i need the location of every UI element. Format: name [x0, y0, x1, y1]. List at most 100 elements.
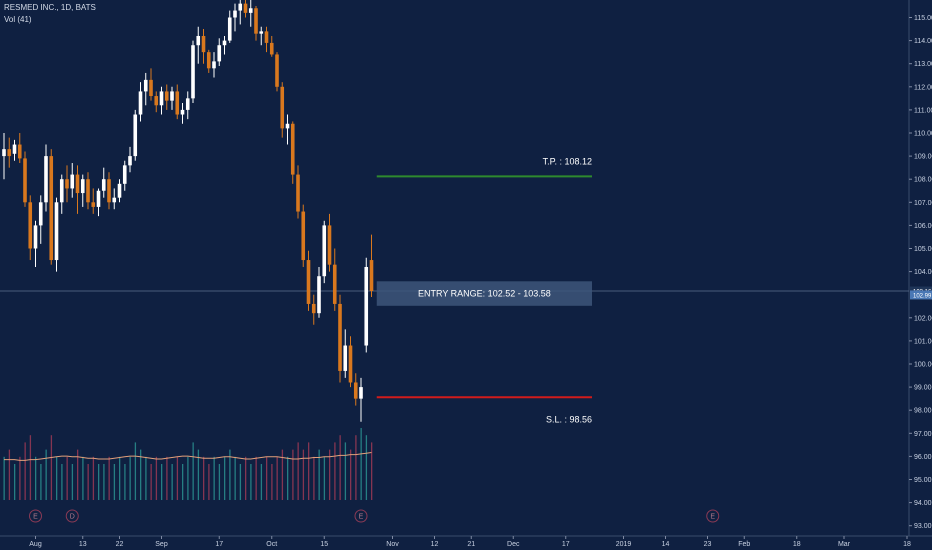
candle-body — [317, 276, 321, 314]
volume-bar — [213, 456, 215, 500]
volume-bar — [45, 449, 47, 500]
volume-bar — [50, 435, 53, 500]
candle-body — [75, 174, 80, 194]
y-tick-label: 100.00 — [914, 362, 932, 369]
volume-bar — [8, 449, 11, 500]
candle-body — [327, 225, 332, 265]
x-tick-label: Nov — [386, 541, 399, 548]
y-tick-label: 105.00 — [914, 246, 932, 253]
candle-body — [122, 165, 127, 184]
candle-body — [217, 45, 222, 62]
candle-body — [49, 156, 54, 261]
volume-bar — [171, 464, 173, 500]
candle-body — [149, 79, 153, 97]
candle-body — [96, 190, 101, 207]
candle-body — [212, 61, 216, 69]
candle-body — [80, 179, 85, 194]
candle-body — [359, 387, 363, 399]
event-marker-label: E — [359, 514, 364, 521]
volume-bar — [103, 464, 105, 500]
volume-bar — [218, 464, 221, 500]
volume-bar — [24, 442, 26, 500]
volume-bar — [250, 464, 252, 500]
volume-bar — [35, 456, 37, 500]
volume-bar — [77, 449, 79, 500]
candle-body — [23, 158, 27, 203]
candle-body — [117, 183, 122, 198]
candle-body — [17, 144, 22, 159]
volume-bar — [313, 456, 315, 500]
candle-body — [175, 91, 180, 115]
volume-bar — [371, 442, 373, 500]
candle-body — [201, 35, 206, 53]
x-tick-label: 14 — [662, 541, 670, 548]
candle-body — [296, 174, 300, 212]
y-tick-label: 107.00 — [914, 200, 932, 207]
candle-body — [364, 266, 369, 346]
candle-body — [70, 174, 75, 189]
volume-bar — [140, 449, 142, 500]
candle-body — [369, 260, 374, 292]
volume-bar — [155, 456, 158, 500]
volume-bar — [40, 464, 42, 500]
candle-body — [332, 264, 337, 304]
candle-body — [170, 91, 174, 101]
candle-body — [7, 149, 12, 157]
candle-body — [54, 202, 59, 261]
candle-body — [338, 303, 342, 371]
volume-bar — [255, 456, 257, 500]
volume-bar — [192, 442, 194, 500]
y-tick-label: 115.00 — [914, 15, 932, 22]
volume-bar — [334, 442, 336, 500]
volume-bar — [56, 456, 58, 500]
x-tick-label: 18 — [793, 541, 801, 548]
candle-body — [154, 96, 159, 106]
candle-body — [196, 35, 201, 46]
y-tick-label: 94.00 — [914, 500, 932, 507]
x-tick-label: 2019 — [616, 541, 632, 548]
volume-bar — [276, 456, 278, 500]
volume-bar — [166, 456, 168, 500]
candle-body — [301, 211, 306, 261]
volume-bar — [176, 456, 179, 500]
event-marker — [29, 509, 42, 523]
volume-bar — [239, 464, 242, 500]
candle-body — [254, 8, 258, 34]
volume-bar — [297, 442, 299, 500]
y-tick-label: 104.00 — [914, 269, 932, 276]
candle-body — [86, 179, 90, 203]
event-marker-label: D — [70, 514, 75, 521]
candle-body — [343, 345, 348, 371]
volume-bar — [355, 435, 357, 500]
y-tick-label: 93.00 — [914, 523, 932, 530]
volume-bar — [71, 464, 74, 500]
volume-bar — [308, 442, 310, 500]
volume-bar — [187, 456, 189, 500]
candle-body — [180, 109, 185, 115]
x-tick-label: Mar — [838, 541, 851, 548]
x-tick-label: 18 — [903, 541, 911, 548]
x-tick-label: 17 — [215, 541, 223, 548]
candle-body — [164, 91, 169, 101]
volume-bar — [224, 456, 226, 500]
y-tick-label: 110.00 — [914, 131, 932, 138]
y-tick-label: 98.00 — [914, 408, 932, 415]
volume-bar — [208, 464, 210, 500]
candle-body — [112, 197, 117, 203]
volume-ma-line — [4, 451, 372, 461]
y-tick-label: 106.00 — [914, 223, 932, 230]
candle-body — [206, 52, 211, 69]
volume-bar — [134, 442, 137, 500]
event-marker-label: E — [710, 514, 715, 521]
volume-bar — [129, 456, 131, 500]
volume-bar — [108, 456, 110, 500]
volume-bar — [271, 464, 273, 500]
symbol-label: RESMED INC., 1D, BATS — [4, 3, 96, 12]
volume-bar — [3, 456, 5, 500]
volume-bar — [124, 464, 126, 500]
candle-body — [285, 123, 290, 129]
candle-body — [2, 149, 6, 157]
price-badge-label: 102.99 — [913, 293, 932, 299]
